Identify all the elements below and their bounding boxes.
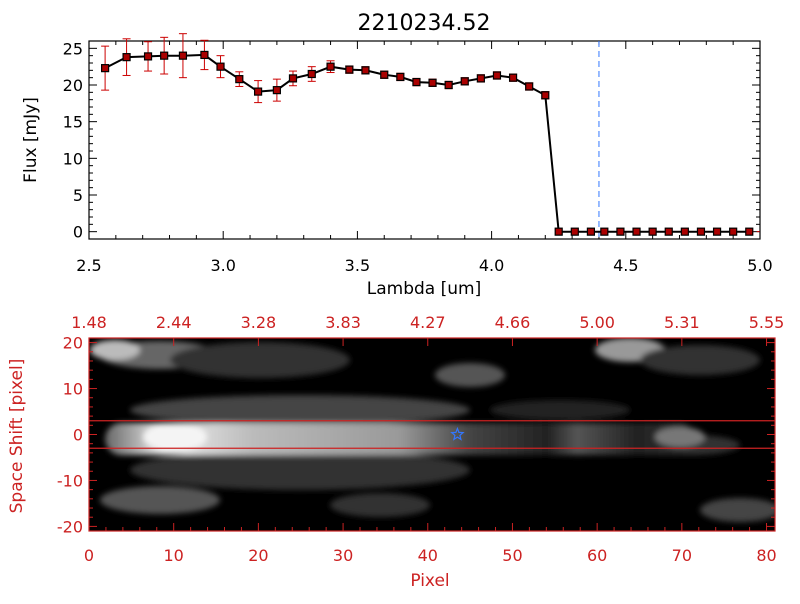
spectrum-y-tick-label: 10	[63, 149, 83, 168]
image-y-label: Space Shift [pixel]	[7, 359, 27, 514]
image-top-tick-label: 1.48	[71, 313, 107, 332]
flux-point	[326, 62, 335, 71]
image-top-tick-label: 5.00	[579, 313, 615, 332]
spectrum-x-tick-label: 4.0	[479, 256, 504, 275]
flux-point	[664, 227, 673, 236]
spectrum-y-tick-label: 5	[73, 186, 83, 205]
spectrum-x-tick-label: 5.0	[747, 256, 772, 275]
image-ticks: 0 10 20 30 40 50 60 70 80 1.48 2.44 3.28 3.83 4.27 4.6…	[57, 313, 784, 565]
flux-point	[380, 70, 389, 79]
flux-point	[444, 80, 453, 90]
image-x-tick-label: 50	[502, 546, 522, 565]
source-star-marker	[450, 426, 465, 441]
flux-point	[178, 51, 188, 60]
flux-point	[200, 50, 209, 60]
flux-point	[288, 74, 298, 83]
flux-point	[460, 77, 469, 86]
image-x-tick-label: 70	[672, 546, 692, 565]
image-top-tick-label: 3.28	[241, 313, 277, 332]
spectrum-x-label: Lambda [um]	[367, 279, 481, 299]
flux-point	[696, 227, 706, 236]
flux-point	[492, 71, 502, 80]
image-x-tick-label: 0	[84, 546, 94, 565]
image-x-tick-label: 30	[333, 546, 353, 565]
image-y-tick-label: 10	[63, 380, 83, 399]
spectrum-y-tick-label: 25	[63, 39, 83, 58]
flux-point	[143, 52, 153, 61]
image-top-tick-label: 3.83	[325, 313, 361, 332]
image-top-tick-label: 2.44	[156, 313, 192, 332]
image-overlay	[89, 420, 775, 449]
image-y-tick-label: 0	[73, 426, 83, 445]
image-top-tick-label: 4.27	[410, 313, 446, 332]
flux-point	[272, 86, 281, 95]
flux-point	[541, 91, 550, 100]
flux-point	[616, 227, 625, 236]
flux-point	[570, 227, 579, 236]
spectrum-axes-frame	[88, 40, 761, 240]
flux-point	[600, 227, 609, 236]
flux-point	[122, 53, 131, 62]
spectrum-x-tick-label: 3.0	[210, 256, 235, 275]
flux-point	[160, 51, 169, 60]
flux-point	[428, 78, 437, 87]
chart-title: 2210234.52	[358, 11, 491, 36]
image-x-tick-label: 60	[587, 546, 607, 565]
flux-point	[396, 72, 405, 82]
flux-point	[729, 227, 738, 236]
spectrum-y-tick-label: 20	[63, 76, 83, 95]
spectrum-y-tick-label: 0	[73, 223, 83, 242]
flux-point	[648, 227, 657, 236]
flux-point	[508, 73, 518, 82]
spectrum-y-tick-label: 15	[63, 113, 83, 132]
spectrum-x-tick-label: 2.5	[76, 256, 101, 275]
spectrum-ticks: 2.5 3.0 3.5 4.0 4.5 5.0 0 5 10 15 20 25	[63, 39, 773, 275]
image-x-label: Pixel	[410, 571, 449, 591]
flux-point	[476, 74, 485, 83]
spectral-image-plot: 0 10 20 30 40 50 60 70 80 1.48 2.44 3.28 3.83 4.27 4.6…	[7, 313, 784, 591]
flux-point	[745, 227, 754, 236]
flux-point	[101, 64, 110, 73]
image-y-tick-label: 20	[63, 334, 83, 353]
spectrum-plot: 2210234.52 2.5 3.0 3.5 4.0 4.5 5.00510152025 …	[21, 11, 773, 299]
image-x-tick-label: 80	[756, 546, 776, 565]
flux-point	[632, 227, 641, 236]
flux-point	[412, 77, 421, 87]
flux-point	[345, 65, 354, 74]
image-top-tick-label: 5.31	[664, 313, 700, 332]
flux-point	[586, 227, 596, 236]
image-top-tick-label: 4.66	[495, 313, 531, 332]
spectral-image	[89, 338, 775, 531]
flux-point	[307, 69, 316, 79]
image-y-tick-label: -20	[57, 517, 83, 536]
image-x-tick-label: 40	[418, 546, 438, 565]
spectrum-y-label: Flux [mJy]	[21, 97, 41, 183]
flux-point	[235, 75, 244, 84]
spectrum-x-tick-label: 4.5	[613, 256, 638, 275]
flux-point	[554, 227, 563, 236]
image-y-tick-label: -10	[57, 471, 83, 490]
flux-series-line	[104, 53, 750, 233]
flux-point	[361, 66, 370, 75]
flux-point	[216, 62, 225, 71]
flux-point	[525, 82, 534, 91]
flux-point	[712, 227, 722, 236]
image-top-tick-label: 5.55	[749, 313, 785, 332]
image-x-tick-label: 10	[164, 546, 184, 565]
flux-point	[680, 227, 689, 236]
image-x-tick-label: 20	[248, 546, 268, 565]
spectrum-data	[101, 33, 760, 239]
spectrum-x-tick-label: 3.5	[345, 256, 370, 275]
flux-point	[253, 87, 263, 96]
